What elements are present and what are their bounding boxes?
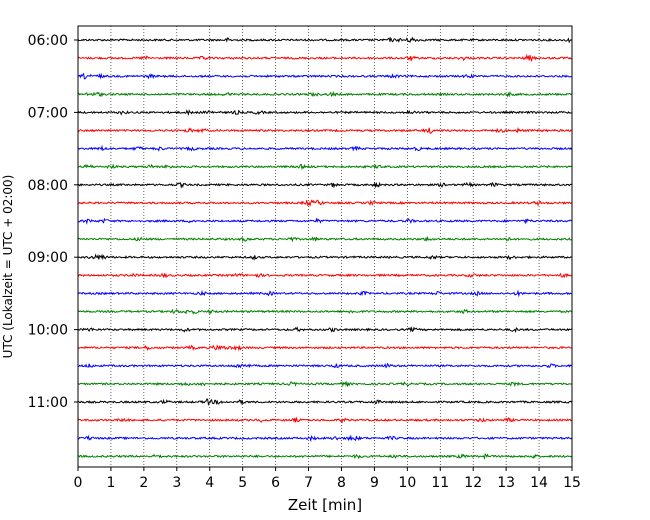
x-tick-label: 13	[497, 475, 515, 491]
trace-row-1145	[77, 453, 572, 461]
trace-row-1115	[77, 416, 572, 424]
trace-row-0915	[77, 272, 572, 279]
x-tick-label: 14	[530, 475, 548, 491]
plot-frame	[77, 25, 573, 468]
trace-row-0730	[77, 144, 573, 152]
vertical-gridlines	[110, 26, 540, 467]
trace-row-0900	[77, 253, 572, 261]
x-tick-label: 11	[431, 475, 449, 491]
x-tick-label: 10	[398, 475, 416, 491]
y-tick-label: 09:00	[28, 250, 68, 266]
trace-row-0945	[77, 308, 572, 315]
x-tick-label: 2	[139, 475, 148, 491]
trace-row-0645	[77, 90, 572, 98]
x-tick-label: 12	[464, 475, 482, 491]
x-tick-label: 9	[370, 475, 379, 491]
trace-row-0630	[77, 72, 572, 80]
trace-row-1130	[77, 434, 572, 443]
trace-row-1030	[77, 362, 572, 369]
trace-row-0800	[77, 181, 572, 189]
trace-row-0930	[77, 289, 572, 298]
y-tick-label: 11:00	[28, 395, 68, 411]
y-tick-label: 08:00	[28, 178, 68, 194]
y-tick-label: 07:00	[28, 105, 68, 121]
x-tick-label: 5	[238, 475, 247, 491]
x-tick-label: 7	[304, 475, 313, 491]
trace-row-1100	[77, 398, 572, 407]
trace-row-0815	[77, 199, 572, 208]
trace-row-0715	[77, 126, 572, 135]
x-axis-label: Zeit [min]	[288, 496, 362, 514]
trace-row-1000	[77, 326, 572, 334]
trace-row-1045	[77, 380, 572, 388]
x-tick-label: 0	[74, 475, 83, 491]
x-tick-label: 8	[337, 475, 346, 491]
y-tick-label: 10:00	[28, 323, 68, 339]
y-axis-label: UTC (Lokalzeit = UTC + 02:00)	[1, 175, 15, 359]
y-axis-ticks: 06:00 07:00 08:00 09:00 10:00 11:00	[28, 33, 78, 411]
seismic-traces	[77, 36, 573, 461]
x-axis-ticks: 0 1 2 3 4 5 6 7 8 9 10 11 12 13 14 15	[74, 467, 581, 491]
trace-row-0700	[77, 109, 572, 116]
x-tick-label: 4	[205, 475, 214, 491]
x-tick-label: 1	[106, 475, 115, 491]
trace-row-0745	[77, 163, 572, 171]
x-tick-label: 6	[271, 475, 280, 491]
y-tick-label: 06:00	[28, 33, 68, 49]
trace-row-0845	[77, 235, 572, 243]
trace-row-0830	[77, 217, 572, 225]
x-tick-label: 15	[563, 475, 581, 491]
x-tick-label: 3	[172, 475, 181, 491]
trace-row-1015	[77, 344, 572, 352]
trace-row-0600	[77, 36, 572, 44]
trace-row-0615	[77, 53, 572, 63]
